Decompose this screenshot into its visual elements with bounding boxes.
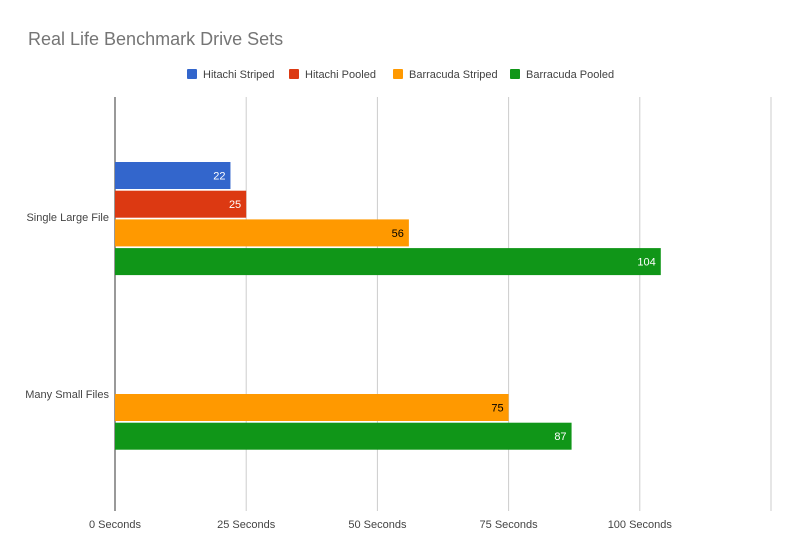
bars: 22 25 56 104 75 87 <box>115 162 661 450</box>
bar <box>115 422 572 450</box>
legend-swatch <box>187 69 197 79</box>
legend: Hitachi Striped Hitachi Pooled Barracuda S… <box>187 69 614 81</box>
bar-value-label: 22 <box>213 171 225 183</box>
bar <box>115 248 661 276</box>
legend-label: Hitachi Striped <box>203 69 275 81</box>
x-tick-label: 75 Seconds <box>480 519 539 531</box>
bar <box>115 190 247 218</box>
legend-swatch <box>289 69 299 79</box>
x-tick-label: 0 Seconds <box>89 519 141 531</box>
bar-value-label: 104 <box>637 257 655 269</box>
x-tick-label: 50 Seconds <box>348 519 407 531</box>
bar-value-label: 87 <box>554 431 566 443</box>
legend-label: Barracuda Striped <box>409 69 498 81</box>
category-labels: Single Large File Many Small Files <box>25 212 109 401</box>
bar-value-label: 56 <box>392 228 404 240</box>
legend-label: Barracuda Pooled <box>526 69 614 81</box>
legend-swatch <box>393 69 403 79</box>
bar-value-label: 25 <box>229 199 241 211</box>
chart-title: Real Life Benchmark Drive Sets <box>28 29 283 49</box>
x-axis-ticks: 0 Seconds 25 Seconds 50 Seconds 75 Seconds 1… <box>89 519 672 531</box>
bar <box>115 394 509 421</box>
x-tick-label: 25 Seconds <box>217 519 276 531</box>
legend-label: Hitachi Pooled <box>305 69 376 81</box>
legend-swatch <box>510 69 520 79</box>
category-label: Many Small Files <box>25 389 109 401</box>
bar <box>115 219 409 247</box>
category-label: Single Large File <box>26 212 109 224</box>
bar <box>115 162 231 189</box>
bar-value-label: 75 <box>491 403 503 415</box>
x-tick-label: 100 Seconds <box>608 519 673 531</box>
